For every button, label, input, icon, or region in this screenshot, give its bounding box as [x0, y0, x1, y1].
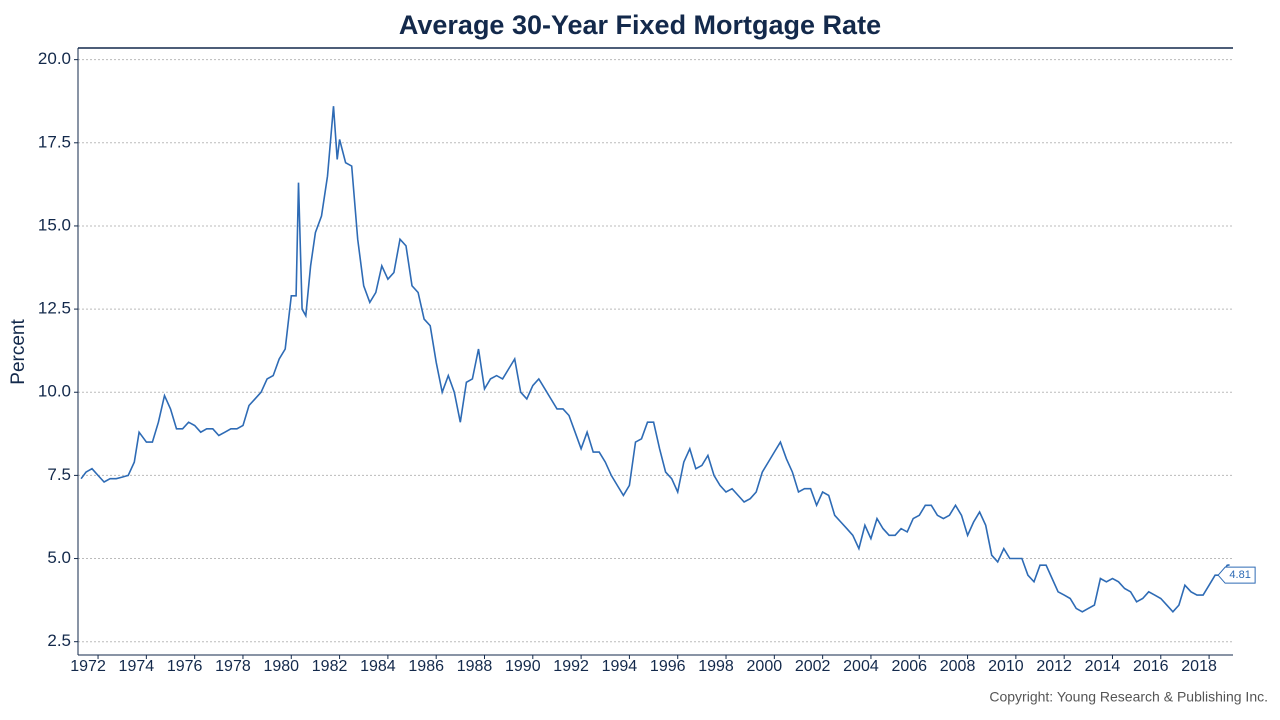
line-series [80, 106, 1230, 613]
y-tick-label: 7.5 [47, 465, 71, 484]
x-tick-label: 2008 [940, 658, 976, 675]
x-tick-label: 1978 [215, 658, 251, 675]
value-label-box [1217, 566, 1256, 584]
x-tick-label: 2014 [1085, 658, 1121, 675]
y-tick-label: 17.5 [38, 132, 71, 151]
x-tick-label: 1988 [457, 658, 493, 675]
x-tick-label: 1992 [553, 658, 589, 675]
x-tick-label: 2018 [1181, 658, 1217, 675]
y-tick-label: 5.0 [47, 548, 71, 567]
x-tick-label: 2002 [795, 658, 831, 675]
x-tick-label: 1972 [70, 658, 106, 675]
x-tick-label: 2006 [891, 658, 927, 675]
x-tick-label: 1974 [119, 658, 155, 675]
y-tick-label: 15.0 [38, 215, 71, 234]
x-tick-label: 1996 [650, 658, 686, 675]
x-tick-label: 1986 [408, 658, 444, 675]
x-tick-label: 2012 [1036, 658, 1072, 675]
x-tick-label: 1984 [360, 658, 396, 675]
y-axis-label: Percent [8, 319, 29, 385]
x-tick-label: 2004 [843, 658, 879, 675]
source: Copyright: Young Research & Publishing I… [989, 689, 1268, 705]
x-tick-label: 1982 [312, 658, 348, 675]
x-tick-label: 1994 [602, 658, 638, 675]
y-tick-label: 20.0 [38, 49, 71, 68]
x-tick-label: 2000 [747, 658, 783, 675]
x-tick-label: 2016 [1133, 658, 1169, 675]
x-tick-label: 2010 [988, 658, 1024, 675]
x-tick-label: 1990 [505, 658, 541, 675]
x-tick-label: 1976 [167, 658, 203, 675]
x-tick-label: 1980 [263, 658, 299, 675]
value-label: 4.81 [1229, 569, 1250, 581]
x-tick-label: 1998 [698, 658, 734, 675]
y-tick-label: 10.0 [38, 382, 71, 401]
y-tick-label: 2.5 [47, 631, 71, 650]
chart-title: Average 30-Year Fixed Mortgage Rate [399, 10, 881, 40]
y-tick-label: 12.5 [38, 299, 71, 318]
